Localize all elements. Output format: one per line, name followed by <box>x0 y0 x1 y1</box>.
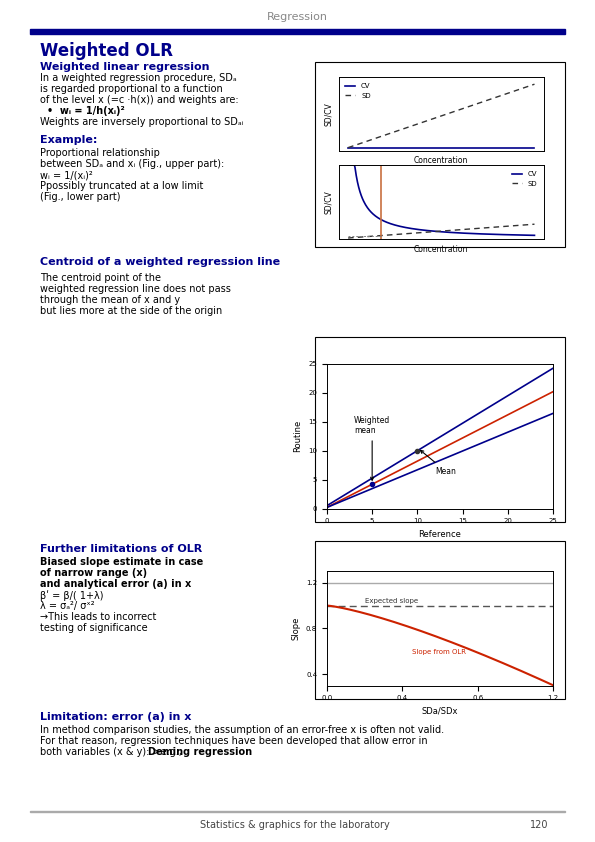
Text: Slope from OLR: Slope from OLR <box>412 648 466 654</box>
CV <box>456 142 463 152</box>
Text: is regarded proportional to a function: is regarded proportional to a function <box>40 84 223 94</box>
CV <box>531 142 538 152</box>
Text: of the level x (=c ·h(x)) and weights are:: of the level x (=c ·h(x)) and weights ar… <box>40 95 239 105</box>
Text: Regression: Regression <box>267 12 328 22</box>
CV <box>455 228 462 238</box>
SD <box>459 225 466 235</box>
Text: For that reason, regression techniques have been developed that allow error in: For that reason, regression techniques h… <box>40 736 428 746</box>
Text: Weighted
mean: Weighted mean <box>354 416 390 480</box>
Text: Centroid of a weighted regression line: Centroid of a weighted regression line <box>40 257 280 267</box>
X-axis label: Concentration: Concentration <box>414 157 468 165</box>
Text: Expected slope: Expected slope <box>365 599 418 605</box>
Bar <box>315 541 565 699</box>
SD <box>345 233 352 243</box>
SD <box>380 131 387 141</box>
CV <box>440 142 447 152</box>
Text: Weights are inversely proportional to SDₐᵢ: Weights are inversely proportional to SD… <box>40 117 243 127</box>
Text: Deming regression: Deming regression <box>148 747 252 757</box>
CV <box>380 142 387 152</box>
Text: In a weighted regression procedure, SDₐ: In a weighted regression procedure, SDₐ <box>40 73 237 83</box>
SD <box>345 233 352 243</box>
Text: weighted regression line does not pass: weighted regression line does not pass <box>40 284 231 294</box>
Text: (Fig., lower part): (Fig., lower part) <box>40 192 121 202</box>
Text: wᵢ = 1/(xᵢ)²: wᵢ = 1/(xᵢ)² <box>40 170 93 180</box>
Text: between SDₐ and xᵢ (Fig., upper part):: between SDₐ and xᵢ (Fig., upper part): <box>40 159 224 169</box>
Text: The centroid point of the: The centroid point of the <box>40 273 161 283</box>
CV <box>388 142 395 152</box>
Text: of narrow range (x): of narrow range (x) <box>40 568 147 578</box>
Line: SD: SD <box>348 224 534 238</box>
CV <box>521 142 528 152</box>
Y-axis label: SD/CV: SD/CV <box>324 190 333 214</box>
Bar <box>315 62 565 247</box>
SD <box>531 219 538 229</box>
CV <box>502 230 509 240</box>
SD <box>345 142 352 152</box>
CV <box>345 142 352 152</box>
Text: Statistics & graphics for the laboratory: Statistics & graphics for the laboratory <box>200 820 390 830</box>
Text: Mean: Mean <box>421 450 456 476</box>
SD <box>502 221 509 232</box>
Bar <box>30 29 565 34</box>
Text: →This leads to incorrect: →This leads to incorrect <box>40 612 156 622</box>
Text: In method comparison studies, the assumption of an error-free x is often not val: In method comparison studies, the assump… <box>40 725 444 735</box>
X-axis label: Concentration: Concentration <box>414 244 468 253</box>
Text: Ppossibly truncated at a low limit: Ppossibly truncated at a low limit <box>40 181 203 191</box>
Y-axis label: Slope: Slope <box>292 616 300 640</box>
SD <box>513 221 521 231</box>
SD <box>456 225 463 235</box>
Text: and analytical error (a) in x: and analytical error (a) in x <box>40 579 191 589</box>
Text: Further limitations of OLR: Further limitations of OLR <box>40 544 202 554</box>
Y-axis label: Routine: Routine <box>293 420 303 452</box>
Text: Proportional relationship: Proportional relationship <box>40 148 160 158</box>
Text: Limitation: error (a) in x: Limitation: error (a) in x <box>40 712 192 722</box>
Text: βʹ = β/( 1+λ): βʹ = β/( 1+λ) <box>40 590 104 601</box>
X-axis label: Reference: Reference <box>418 530 462 539</box>
Text: λ = σₐ²/ σˣ²: λ = σₐ²/ σˣ² <box>40 601 95 611</box>
SD <box>456 104 463 115</box>
CV <box>516 142 523 152</box>
SD <box>521 83 528 93</box>
Text: through the mean of x and y: through the mean of x and y <box>40 295 180 305</box>
CV <box>531 230 538 240</box>
Text: Weighted OLR: Weighted OLR <box>40 42 173 60</box>
CV <box>513 230 521 240</box>
Text: Example:: Example: <box>40 135 98 145</box>
Line: CV: CV <box>348 165 534 235</box>
CV <box>459 228 466 238</box>
Y-axis label: SD/CV: SD/CV <box>324 102 333 125</box>
Legend: CV, SD: CV, SD <box>342 80 374 101</box>
CV <box>456 228 463 238</box>
CV <box>345 160 352 170</box>
SD <box>516 84 523 94</box>
SD <box>440 110 447 120</box>
Bar <box>315 337 565 522</box>
SD <box>388 128 395 138</box>
Text: testing of significance: testing of significance <box>40 623 148 633</box>
Text: Biased slope estimate in case: Biased slope estimate in case <box>40 557 203 567</box>
Text: Weighted linear regression: Weighted linear regression <box>40 62 209 72</box>
SD <box>531 79 538 89</box>
CV <box>345 160 352 170</box>
Text: •  wᵢ = 1/h(xᵢ)²: • wᵢ = 1/h(xᵢ)² <box>47 106 125 116</box>
Legend: CV, SD: CV, SD <box>509 168 540 189</box>
Text: both variables (x & y): >e.g.,: both variables (x & y): >e.g., <box>40 747 185 757</box>
Text: but lies more at the side of the origin: but lies more at the side of the origin <box>40 306 223 316</box>
Line: SD: SD <box>348 84 534 147</box>
X-axis label: SDa/SDx: SDa/SDx <box>422 706 458 716</box>
SD <box>455 225 462 235</box>
Text: 120: 120 <box>530 820 549 830</box>
